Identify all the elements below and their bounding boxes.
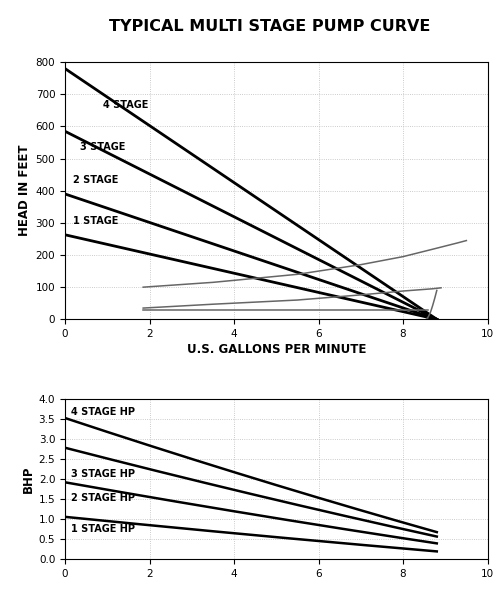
X-axis label: U.S. GALLONS PER MINUTE: U.S. GALLONS PER MINUTE <box>186 343 366 356</box>
Text: 4 STAGE HP: 4 STAGE HP <box>72 407 136 417</box>
Text: 1 STAGE: 1 STAGE <box>74 216 119 226</box>
Y-axis label: BHP: BHP <box>22 465 35 493</box>
Text: 3 STAGE: 3 STAGE <box>80 142 125 152</box>
Y-axis label: HEAD IN FEET: HEAD IN FEET <box>18 145 32 236</box>
Text: 4 STAGE: 4 STAGE <box>103 99 148 110</box>
Text: 3 STAGE HP: 3 STAGE HP <box>72 469 136 480</box>
Text: 2 STAGE HP: 2 STAGE HP <box>72 493 136 503</box>
Text: 2 STAGE: 2 STAGE <box>74 175 119 185</box>
Text: TYPICAL MULTI STAGE PUMP CURVE: TYPICAL MULTI STAGE PUMP CURVE <box>110 19 430 34</box>
Text: 1 STAGE HP: 1 STAGE HP <box>72 524 136 534</box>
